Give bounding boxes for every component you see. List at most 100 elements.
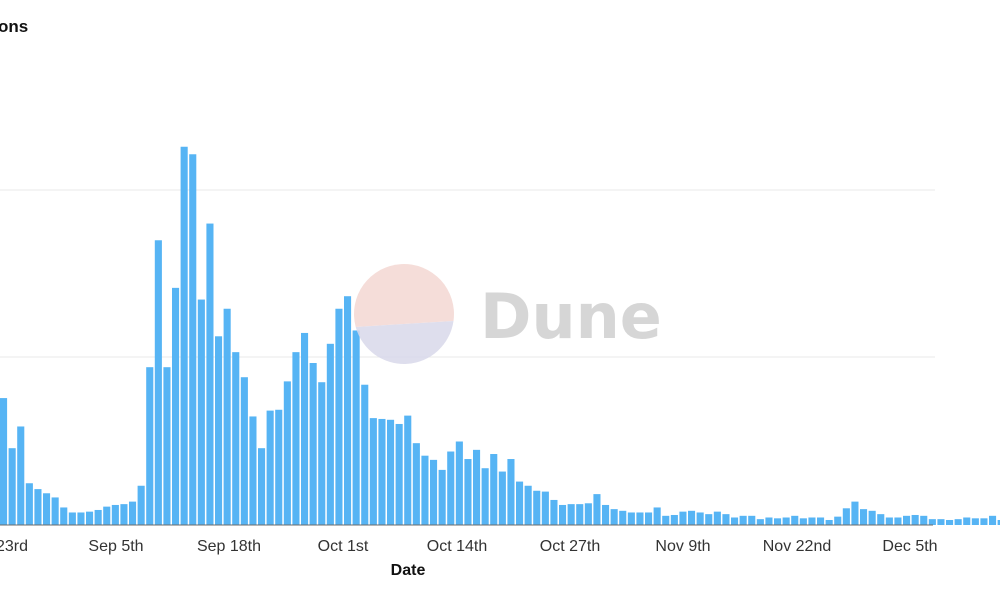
bar xyxy=(928,519,936,525)
x-tick-label: Sep 5th xyxy=(88,538,143,555)
bar xyxy=(989,515,997,525)
bar xyxy=(894,517,902,525)
bar xyxy=(610,509,618,525)
bar xyxy=(361,384,369,525)
bar xyxy=(627,512,635,525)
bar xyxy=(739,515,747,525)
bar xyxy=(206,223,214,525)
bar xyxy=(550,499,558,525)
bar xyxy=(473,449,481,525)
bar xyxy=(481,468,489,525)
x-tick-label: Nov 9th xyxy=(655,538,710,555)
bar xyxy=(516,481,524,525)
bar xyxy=(223,308,231,525)
x-tick-label: Oct 14th xyxy=(427,538,487,555)
bar xyxy=(877,514,885,525)
bar xyxy=(713,511,721,525)
bar xyxy=(77,512,85,525)
bar xyxy=(722,514,730,525)
bar xyxy=(731,517,739,525)
bar xyxy=(0,398,8,525)
bar xyxy=(679,511,687,525)
bar xyxy=(344,296,352,525)
bar xyxy=(645,512,653,525)
bar xyxy=(154,240,162,525)
bar xyxy=(369,418,377,525)
bar xyxy=(653,507,661,525)
bar xyxy=(688,510,696,526)
bar xyxy=(94,509,102,525)
watermark-text: Dune xyxy=(480,280,662,353)
dune-watermark: Dune xyxy=(353,264,662,365)
bar xyxy=(963,517,971,525)
bar xyxy=(352,330,360,525)
bar xyxy=(309,363,317,525)
bar xyxy=(129,501,137,525)
bar xyxy=(971,518,979,525)
bar xyxy=(430,459,438,525)
bar xyxy=(283,381,291,525)
bar xyxy=(705,514,713,525)
bar xyxy=(817,517,825,525)
bar xyxy=(172,287,180,525)
bar xyxy=(920,515,928,525)
x-axis-label: Date xyxy=(391,562,426,579)
bar xyxy=(808,517,816,525)
bar xyxy=(258,448,266,525)
bar xyxy=(490,454,498,525)
bar xyxy=(326,343,334,525)
watermark-logo-top xyxy=(353,264,454,327)
bar xyxy=(197,299,205,525)
x-tick-label: Nov 22nd xyxy=(763,538,832,555)
bar xyxy=(584,503,592,525)
bar xyxy=(834,516,842,525)
bar xyxy=(137,485,145,525)
bar xyxy=(748,515,756,525)
bar xyxy=(507,459,515,525)
bar xyxy=(559,504,567,525)
bar xyxy=(464,459,472,525)
bar xyxy=(60,507,68,525)
bar xyxy=(541,491,549,525)
bar xyxy=(240,377,248,525)
bar xyxy=(404,415,412,525)
bar xyxy=(292,352,300,525)
bar xyxy=(670,514,678,525)
bar xyxy=(567,504,575,526)
bar xyxy=(937,519,945,525)
watermark-logo-bottom xyxy=(355,320,454,365)
bar xyxy=(842,508,850,525)
x-tick-label: Oct 1st xyxy=(318,538,369,555)
bar xyxy=(911,514,919,525)
bar xyxy=(593,494,601,525)
bar xyxy=(954,519,962,525)
bar xyxy=(533,490,541,525)
bar xyxy=(498,471,506,525)
bar xyxy=(86,511,94,525)
bar xyxy=(825,519,833,525)
bar xyxy=(146,367,154,525)
bar xyxy=(576,504,584,526)
bar xyxy=(885,517,893,525)
bar xyxy=(120,504,128,526)
bar xyxy=(163,367,171,525)
x-tick-label: Dec 5th xyxy=(882,538,937,555)
bar xyxy=(68,512,76,525)
x-tick-label: Oct 27th xyxy=(540,538,600,555)
bar xyxy=(335,308,343,525)
bar xyxy=(318,382,326,525)
x-tick-label: Sep 18th xyxy=(197,538,261,555)
bar xyxy=(249,416,257,525)
bar xyxy=(111,504,119,525)
bar xyxy=(851,501,859,525)
bar xyxy=(455,441,463,525)
bar xyxy=(301,332,309,525)
bar xyxy=(412,443,420,525)
bar xyxy=(438,469,446,525)
gridlines xyxy=(0,189,935,358)
bar xyxy=(980,518,988,525)
bar xyxy=(860,509,868,525)
bar xyxy=(765,517,773,525)
bar xyxy=(696,512,704,525)
bar xyxy=(180,146,188,525)
